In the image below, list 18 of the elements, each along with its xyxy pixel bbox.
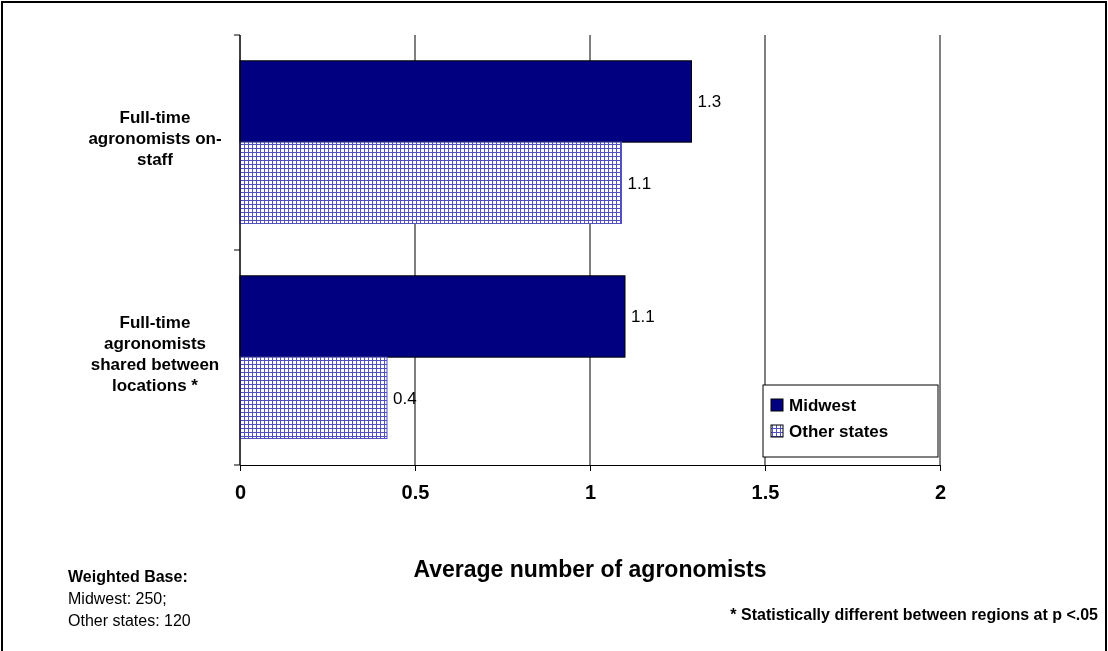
data-label: 1.1 [631,307,655,327]
data-label: 1.3 [697,92,722,112]
bar [239,141,622,225]
x-tick-label: 0 [234,481,247,504]
legend-label: Midwest [789,395,857,415]
y-tick-label: Full-time agronomists shared between locations * [90,312,220,395]
data-label: 1.1 [627,173,652,193]
legend-label: Other states [789,421,889,441]
x-tick-label: 1 [584,481,597,504]
text: Weighted Base: Midwest: 250; Other states: 120 [68,568,191,629]
x-tick-label: 0.5 [401,481,430,504]
text: * Statistically different between regions at p <.05 [730,606,1099,623]
y-tick-label: Full-time agronomists on-staff [88,108,222,170]
bar [239,356,388,440]
x-tick-label: 1.5 [751,481,780,504]
data-label: 0.4 [393,388,417,408]
x-axis-title: Average number of agronomists [413,556,767,582]
x-tick-label: 2 [934,481,947,504]
